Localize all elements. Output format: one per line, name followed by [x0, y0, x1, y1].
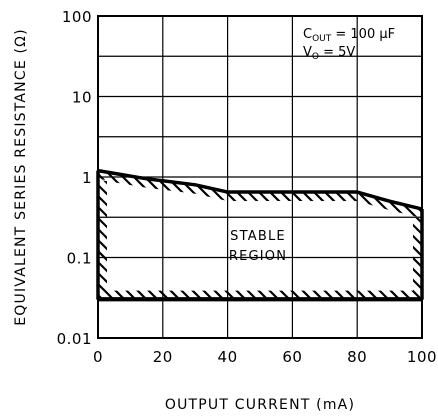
cout-annotation: COUT = 100 μF: [303, 27, 395, 44]
x-tick-label-0: 0: [93, 348, 103, 366]
hatch-line: [412, 170, 422, 300]
hatch-line: [98, 170, 194, 300]
y-tick-label-4: 100: [62, 8, 92, 26]
hatch-line: [98, 170, 359, 300]
hatch-line: [98, 170, 249, 300]
x-tick-label-5: 100: [407, 348, 437, 366]
hatch-line: [98, 170, 271, 300]
hatch-line: [98, 170, 183, 300]
x-tick-label-2: 40: [218, 348, 238, 366]
x-tick-label-3: 60: [282, 348, 302, 366]
hatch-line: [280, 170, 422, 300]
tick-labels: 0 20 40 60 80 100 0.01 0.1 1 10 100: [57, 8, 437, 366]
hatch-line: [148, 170, 422, 300]
x-axis-title: OUTPUT CURRENT (mA): [165, 397, 355, 413]
y-tick-label-1: 0.1: [67, 250, 92, 268]
x-tick-label-4: 80: [347, 348, 367, 366]
hatch-line: [98, 170, 315, 300]
region-label-line-1: STABLE: [230, 229, 286, 244]
hatch-line: [98, 170, 172, 300]
region-label-line-2: REGION: [229, 249, 287, 264]
hatch-line: [214, 170, 422, 300]
vo-annotation: VO = 5V: [303, 45, 355, 62]
plot-frame: [97, 15, 423, 339]
plot-border: [97, 15, 423, 339]
hatch-line: [98, 170, 304, 300]
hatch-line: [98, 170, 205, 300]
y-axis-title: EQUIVALENT SERIES RESISTANCE (Ω): [13, 28, 29, 325]
hatch-line: [0, 16, 72, 346]
region-hatching: [0, 16, 438, 346]
hatch-line: [98, 170, 293, 300]
hatch-line: [192, 170, 422, 300]
x-tick-label-1: 20: [153, 348, 173, 366]
hatch-line: [98, 170, 348, 300]
hatch-line: [98, 170, 161, 300]
hatch-line: [98, 170, 282, 300]
hatch-line: [424, 16, 438, 346]
y-tick-label-2: 1: [82, 169, 92, 187]
upper-boundary-line: [97, 168, 423, 211]
hatch-line: [368, 170, 422, 300]
stable-region: [0, 16, 438, 346]
hatch-line: [98, 170, 227, 300]
hatch-line: [0, 16, 61, 346]
hatch-line: [346, 170, 422, 300]
hatch-line: [98, 170, 238, 300]
y-tick-label-3: 10: [72, 89, 92, 107]
condition-annotation: COUT = 100 μF VO = 5V: [303, 27, 395, 62]
hatch-line: [98, 170, 260, 300]
y-tick-label-0: 0.01: [57, 330, 92, 348]
hatch-line: [98, 170, 216, 300]
